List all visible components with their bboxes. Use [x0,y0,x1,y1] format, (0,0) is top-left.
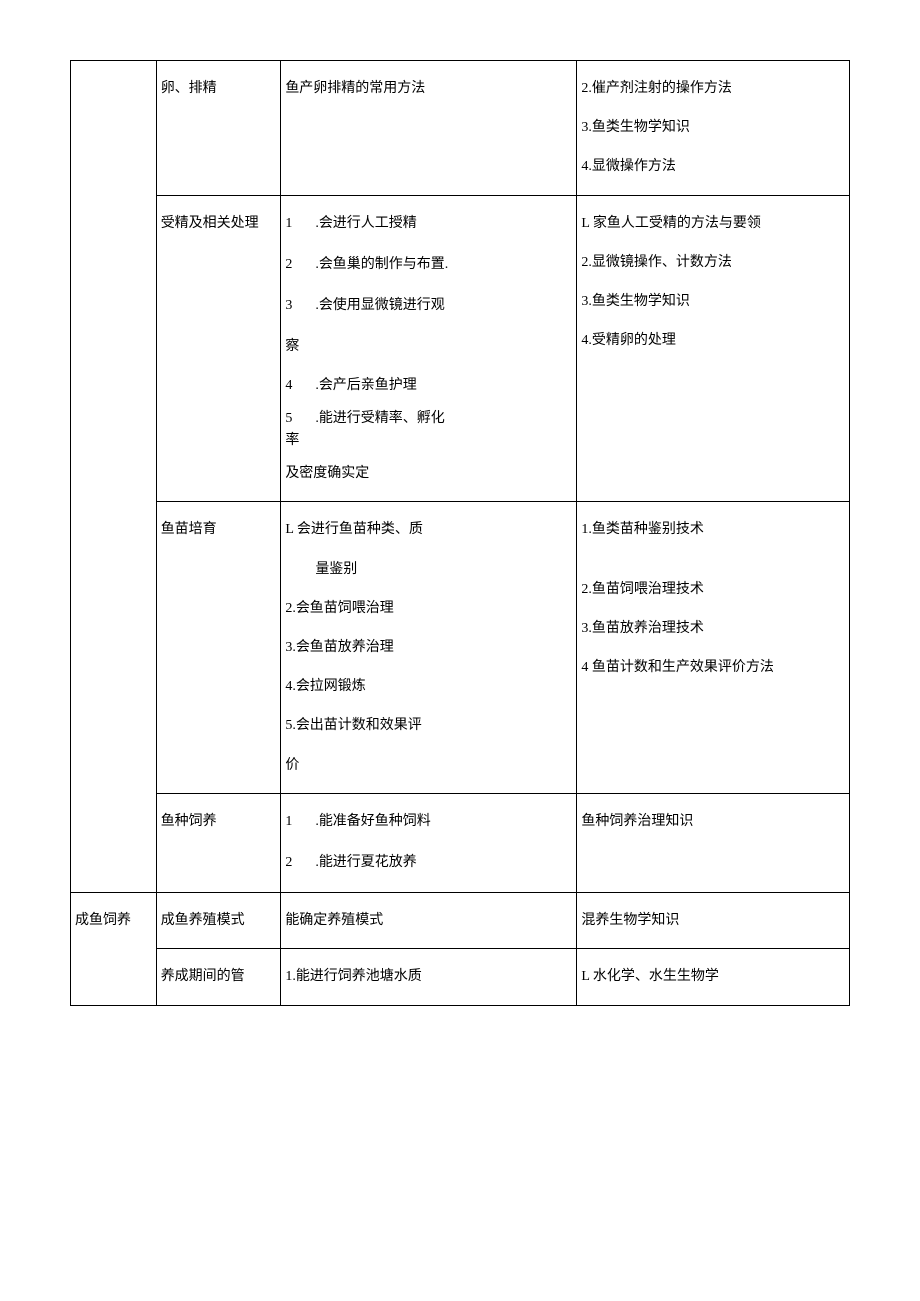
cell-subcategory: 鱼苗培育 [156,502,281,793]
cell-subcategory: 卵、排精 [156,61,281,196]
text-line: 3.鱼类生物学知识 [581,282,845,321]
text-line: 5.会出苗计数和效果评 [285,706,572,745]
cell-skill: 1.能进行饲养池塘水质 [281,949,577,1005]
text-line: 3.会鱼苗放养治理 [285,628,572,667]
numbered-item: 5.能进行受精率、孵化率 [285,408,572,453]
cell-skill: L 会进行鱼苗种类、质 量鉴别 2.会鱼苗饲喂治理 3.会鱼苗放养治理 4.会拉… [281,502,577,793]
cell-knowledge: L 水化学、水生生物学 [577,949,850,1005]
numbered-item: 2.会鱼巢的制作与布置. [285,245,572,284]
cell-subcategory: 鱼种饲养 [156,793,281,892]
table-row: 卵、排精 鱼产卵排精的常用方法 2.催产剂注射的操作方法 3.鱼类生物学知识 4… [71,61,850,196]
cell-category [71,61,157,893]
table-row: 成鱼饲养 成鱼养殖模式 能确定养殖模式 混养生物学知识 [71,893,850,949]
cell-subcategory: 受精及相关处理 [156,195,281,502]
cell-skill: 1.会进行人工授精 2.会鱼巢的制作与布置. 3.会使用显微镜进行观 察 4.会… [281,195,577,502]
cell-knowledge: 鱼种饲养治理知识 [577,793,850,892]
cell-knowledge: L 家鱼人工受精的方法与要领 2.显微镜操作、计数方法 3.鱼类生物学知识 4.… [577,195,850,502]
text-line: 2.会鱼苗饲喂治理 [285,589,572,628]
cell-skill: 鱼产卵排精的常用方法 [281,61,577,196]
text-line: L 家鱼人工受精的方法与要领 [581,204,845,243]
text-line: 价 [285,746,572,785]
numbered-item: 1.能准备好鱼种饲料 [285,802,572,841]
text-line: L 会进行鱼苗种类、质 [285,510,572,549]
cell-skill: 能确定养殖模式 [281,893,577,949]
text-line: 2.催产剂注射的操作方法 [581,69,845,108]
text-line: 3.鱼类生物学知识 [581,108,845,147]
numbered-item: 3.会使用显微镜进行观 [285,286,572,325]
numbered-item: 2.能进行夏花放养 [285,843,572,882]
numbered-item: 1.会进行人工授精 [285,204,572,243]
text-line: 4.会拉网锻炼 [285,667,572,706]
cell-subcategory: 养成期间的管 [156,949,281,1005]
table-row: 养成期间的管 1.能进行饲养池塘水质 L 水化学、水生生物学 [71,949,850,1005]
table-row: 鱼种饲养 1.能准备好鱼种饲料 2.能进行夏花放养 鱼种饲养治理知识 [71,793,850,892]
text-line: 量鉴别 [285,550,572,589]
text-line: 3.鱼苗放养治理技术 [581,609,845,648]
text-line: 2.显微镜操作、计数方法 [581,243,845,282]
numbered-item: 4.会产后亲鱼护理 [285,366,572,405]
text-line: 及密度确实定 [285,454,572,493]
text-line: 4.显微操作方法 [581,147,845,186]
cell-knowledge: 1.鱼类苗种鉴别技术 2.鱼苗饲喂治理技术 3.鱼苗放养治理技术 4 鱼苗计数和… [577,502,850,793]
table-row: 受精及相关处理 1.会进行人工授精 2.会鱼巢的制作与布置. 3.会使用显微镜进… [71,195,850,502]
text-line: 察 [285,327,572,366]
cell-subcategory: 成鱼养殖模式 [156,893,281,949]
cell-knowledge: 2.催产剂注射的操作方法 3.鱼类生物学知识 4.显微操作方法 [577,61,850,196]
text-line: 1.鱼类苗种鉴别技术 [581,510,845,549]
table-row: 鱼苗培育 L 会进行鱼苗种类、质 量鉴别 2.会鱼苗饲喂治理 3.会鱼苗放养治理… [71,502,850,793]
text-line: 4 鱼苗计数和生产效果评价方法 [581,648,845,687]
cell-knowledge: 混养生物学知识 [577,893,850,949]
text-line: 2.鱼苗饲喂治理技术 [581,570,845,609]
document-table: 卵、排精 鱼产卵排精的常用方法 2.催产剂注射的操作方法 3.鱼类生物学知识 4… [70,60,850,1006]
cell-skill: 1.能准备好鱼种饲料 2.能进行夏花放养 [281,793,577,892]
text-line: 4.受精卵的处理 [581,321,845,360]
cell-category: 成鱼饲养 [71,893,157,1005]
